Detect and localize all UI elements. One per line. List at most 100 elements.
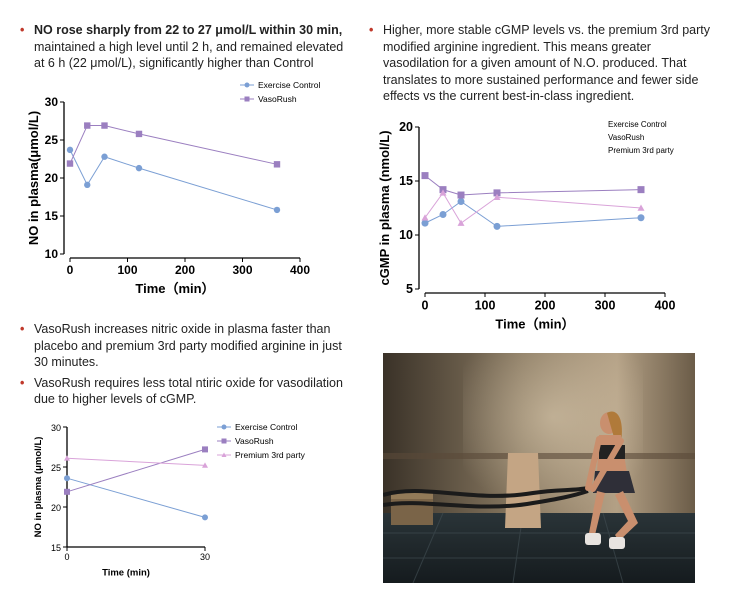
data-point xyxy=(421,172,429,180)
x-tick-label: 100 xyxy=(475,299,496,313)
y-tick-label: 25 xyxy=(51,463,61,473)
data-point xyxy=(135,130,143,138)
y-tick-label: 20 xyxy=(51,503,61,513)
intro-left-bullet: • NO rose sharply from 22 to 27 μmol/L w… xyxy=(20,22,355,72)
series-line xyxy=(66,457,206,466)
x-tick-label: 0 xyxy=(64,552,69,562)
data-point xyxy=(421,214,429,221)
legend-marker xyxy=(221,424,227,430)
data-point xyxy=(637,186,645,194)
data-point xyxy=(101,153,108,160)
intro-right-bullet: • Higher, more stable cGMP levels vs. th… xyxy=(369,22,714,105)
intro-left-text: NO rose sharply from 22 to 27 μmol/L wit… xyxy=(34,22,355,72)
intro-right-text: Higher, more stable cGMP levels vs. the … xyxy=(383,23,710,103)
legend-label: Exercise Control xyxy=(258,80,320,90)
data-point xyxy=(84,181,91,189)
x-tick-label: 300 xyxy=(232,263,252,277)
y-tick-label: 25 xyxy=(45,133,59,147)
data-point xyxy=(64,488,70,495)
legend-marker xyxy=(244,96,250,102)
data-point xyxy=(64,475,70,482)
legend-marker xyxy=(221,452,227,457)
data-point xyxy=(273,206,281,214)
data-point xyxy=(439,210,447,218)
series-line xyxy=(424,191,642,224)
legend-label: VasoRush xyxy=(258,94,297,104)
series-line xyxy=(69,149,278,211)
x-axis-label: Time（min） xyxy=(495,317,574,332)
y-axis-label: cGMP in plasma (nmol/L) xyxy=(377,130,392,285)
series-line xyxy=(66,477,206,518)
data-point xyxy=(493,193,501,200)
y-tick-label: 20 xyxy=(399,120,413,134)
intro-right: • Higher, more stable cGMP levels vs. th… xyxy=(369,22,714,109)
data-point xyxy=(457,198,465,206)
data-point xyxy=(637,214,645,222)
y-tick-label: 10 xyxy=(399,228,413,242)
data-point xyxy=(202,462,208,468)
x-tick-label: 300 xyxy=(595,299,616,313)
bullet-item: • VasoRush requires less total ntiric ox… xyxy=(20,375,350,408)
data-point xyxy=(135,164,143,172)
bullet-dot: • xyxy=(20,23,25,37)
data-point xyxy=(64,455,70,461)
data-point xyxy=(493,189,501,197)
data-point xyxy=(66,146,74,154)
y-tick-label: 20 xyxy=(45,171,59,185)
data-point xyxy=(84,122,91,129)
bullets-left: • VasoRush increases nitric oxide in pla… xyxy=(20,321,350,412)
legend-marker xyxy=(221,438,227,444)
y-tick-label: 10 xyxy=(45,247,59,261)
intro-left: • NO rose sharply from 22 to 27 μmol/L w… xyxy=(20,22,355,76)
data-point xyxy=(637,204,645,211)
data-point xyxy=(101,122,108,129)
legend-label: Exercise Control xyxy=(608,120,667,129)
x-tick-label: 200 xyxy=(175,263,195,277)
photo-illustration xyxy=(383,353,695,583)
x-tick-label: 200 xyxy=(535,299,556,313)
x-tick-label: 0 xyxy=(422,299,429,313)
intro-left-rest: maintained a high level until 2 h, and r… xyxy=(34,39,344,71)
data-point xyxy=(493,222,501,230)
series-line xyxy=(66,448,206,493)
x-axis-label: Time (min) xyxy=(102,568,150,579)
series-line xyxy=(69,125,278,165)
intro-left-bold: NO rose sharply from 22 to 27 μmol/L wit… xyxy=(34,23,343,37)
data-point xyxy=(202,514,208,521)
y-axis-label: NO in plasma(μmol/L) xyxy=(26,111,41,245)
x-tick-label: 400 xyxy=(655,299,676,313)
legend-label: VasoRush xyxy=(235,436,274,446)
y-tick-label: 15 xyxy=(51,543,61,553)
bullet-text-2: VasoRush requires less total ntiric oxid… xyxy=(34,375,343,407)
data-point xyxy=(66,160,74,167)
bullet-text-1: VasoRush increases nitric oxide in plasm… xyxy=(34,322,342,369)
legend-label: VasoRush xyxy=(608,133,644,142)
y-tick-label: 15 xyxy=(45,209,59,223)
y-tick-label: 30 xyxy=(45,95,59,109)
y-tick-label: 30 xyxy=(51,423,61,433)
data-point xyxy=(457,191,465,199)
legend-label: Premium 3rd party xyxy=(608,146,674,155)
bullet-dot: • xyxy=(369,23,374,37)
y-tick-label: 15 xyxy=(399,174,413,188)
series-line xyxy=(424,175,642,196)
x-tick-label: 30 xyxy=(200,552,210,562)
x-tick-label: 400 xyxy=(290,263,310,277)
athlete-battle-ropes-photo xyxy=(383,353,695,583)
data-point xyxy=(457,219,465,226)
bullet-dot: • xyxy=(20,375,25,390)
data-point xyxy=(273,161,281,168)
legend-label: Exercise Control xyxy=(235,422,297,432)
bullet-dot: • xyxy=(20,322,25,336)
y-axis-label: NO in plasma (μmol/L) xyxy=(33,437,44,538)
legend-marker xyxy=(244,82,250,88)
data-point xyxy=(421,219,429,227)
data-point xyxy=(202,446,208,453)
y-tick-label: 5 xyxy=(406,282,413,296)
x-tick-label: 0 xyxy=(67,263,74,277)
legend-label: Premium 3rd party xyxy=(235,450,306,460)
no-plasma-30min-chart: 15 20 25 30 0 30 Time (min) NO in plasma (μmol/… xyxy=(33,422,306,579)
bullet-item: • VasoRush increases nitric oxide in pla… xyxy=(20,321,350,371)
